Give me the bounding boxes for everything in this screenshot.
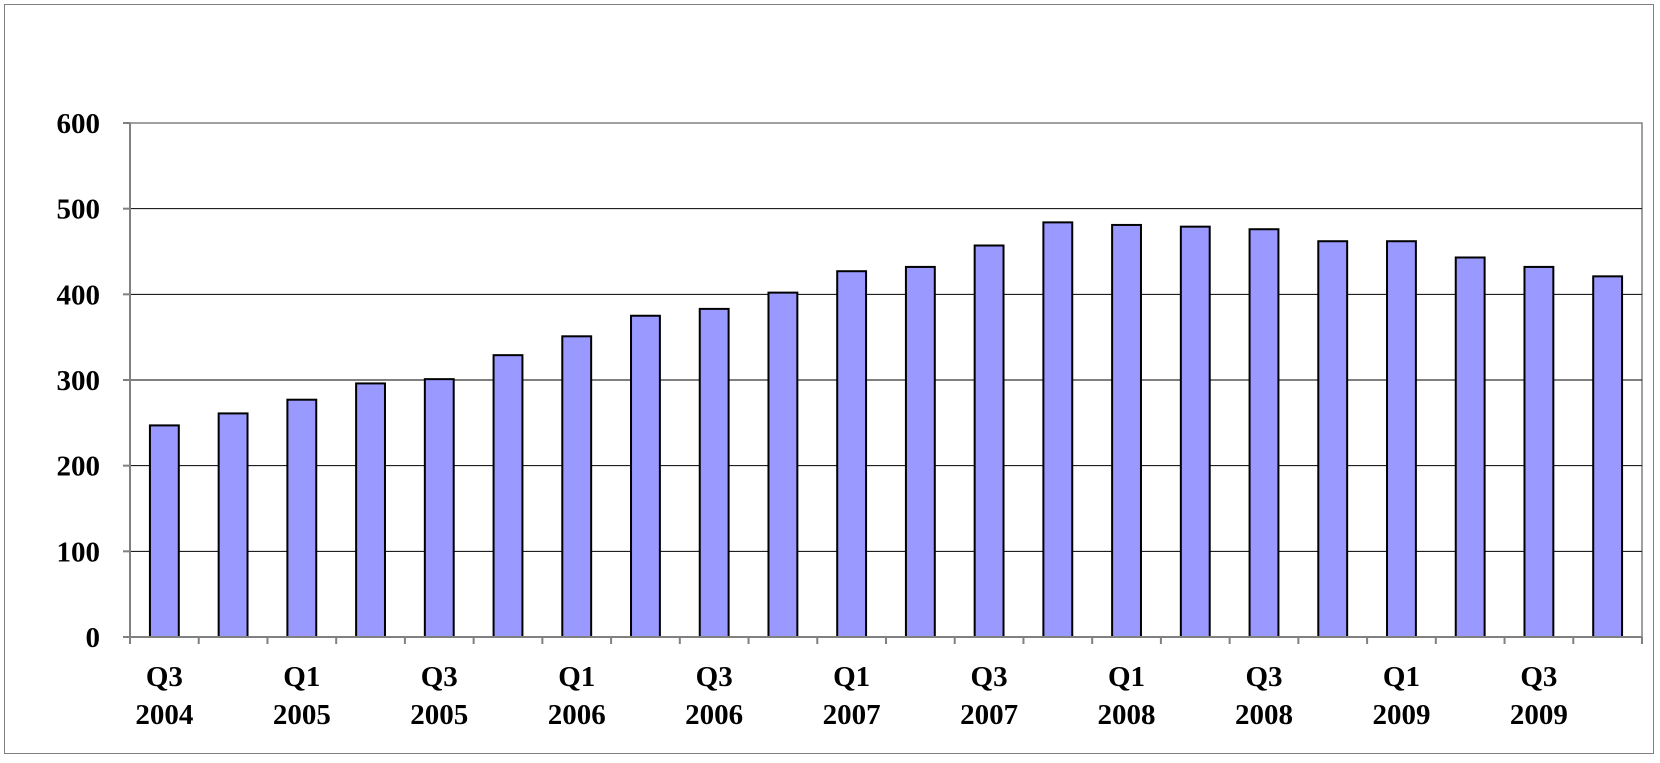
bar — [148, 424, 180, 638]
x-tick-label-year: 2007 — [960, 699, 1018, 731]
x-tick-label: Q1 2007 — [823, 661, 881, 731]
x-tick-label: Q1 2009 — [1372, 661, 1430, 731]
x-tick-label: Q1 2008 — [1098, 661, 1156, 731]
bar — [1317, 240, 1349, 638]
bar — [1386, 240, 1417, 638]
bar — [1179, 225, 1211, 638]
bar — [1523, 265, 1555, 638]
bar — [1592, 275, 1624, 638]
x-tick-label-quarter: Q1 — [1383, 661, 1420, 693]
bar — [904, 265, 936, 638]
x-tick-label: Q1 2005 — [273, 661, 331, 731]
x-tick-label-year: 2007 — [823, 699, 881, 731]
x-tick-label-year: 2004 — [135, 699, 193, 731]
bar — [836, 270, 868, 638]
bar — [767, 291, 799, 638]
x-tick-label-year: 2009 — [1372, 699, 1430, 731]
x-tick-label: Q3 2009 — [1510, 661, 1568, 731]
bar — [1454, 256, 1486, 638]
x-tick-label-quarter: Q1 — [558, 661, 595, 693]
bar — [423, 378, 455, 638]
bar — [1042, 221, 1074, 639]
x-tick-label-quarter: Q3 — [696, 661, 733, 693]
x-tick-label: Q3 2007 — [960, 661, 1018, 731]
x-tick-labels: Q3 2004 Q1 2005 Q3 2005 Q1 2006 Q3 2006 Q1 2007 Q3 20… — [135, 661, 1568, 731]
x-tick-label: Q1 2006 — [548, 661, 606, 731]
x-tick-label-year: 2008 — [1098, 699, 1156, 731]
x-tick-label-quarter: Q3 — [971, 661, 1008, 693]
bar — [492, 354, 524, 638]
bar — [217, 412, 249, 638]
x-tick-label-quarter: Q3 — [421, 661, 458, 693]
x-tick-label-year: 2005 — [410, 699, 468, 731]
y-tick-label: 600 — [57, 108, 101, 140]
x-tick-label-year: 2005 — [273, 699, 331, 731]
y-tick-label: 300 — [57, 365, 101, 397]
x-tick-label-year: 2008 — [1235, 699, 1293, 731]
bars — [148, 221, 1624, 639]
y-tick-label: 200 — [57, 451, 101, 483]
x-tick-label: Q3 2008 — [1235, 661, 1293, 731]
bar — [1248, 228, 1280, 639]
x-tick-label-quarter: Q3 — [146, 661, 183, 693]
x-tick-label: Q3 2006 — [685, 661, 743, 731]
y-tick-labels: 0 100 200 300 400 500 600 — [57, 108, 101, 654]
x-tick-label: Q3 2004 — [135, 661, 193, 731]
x-tick-label-year: 2006 — [548, 699, 606, 731]
bar — [698, 307, 730, 638]
bar — [355, 382, 386, 638]
x-tick-label-year: 2009 — [1510, 699, 1568, 731]
bar — [561, 335, 593, 638]
x-tick-label-quarter: Q1 — [1108, 661, 1145, 693]
y-tick-label: 100 — [57, 536, 101, 568]
x-tick-label-quarter: Q3 — [1520, 661, 1557, 693]
x-tick-label-year: 2006 — [685, 699, 743, 731]
bar — [1111, 223, 1142, 638]
bar — [630, 314, 661, 638]
y-tick-label: 500 — [57, 194, 101, 226]
bar — [286, 398, 318, 638]
x-tick-label-quarter: Q1 — [283, 661, 320, 693]
x-tick-label-quarter: Q1 — [833, 661, 870, 693]
x-tick-label: Q3 2005 — [410, 661, 468, 731]
y-tick-label: 0 — [86, 622, 101, 654]
y-tick-label: 400 — [57, 279, 101, 311]
bar — [973, 244, 1005, 638]
x-tick-label-quarter: Q3 — [1245, 661, 1282, 693]
axes — [123, 122, 1643, 644]
